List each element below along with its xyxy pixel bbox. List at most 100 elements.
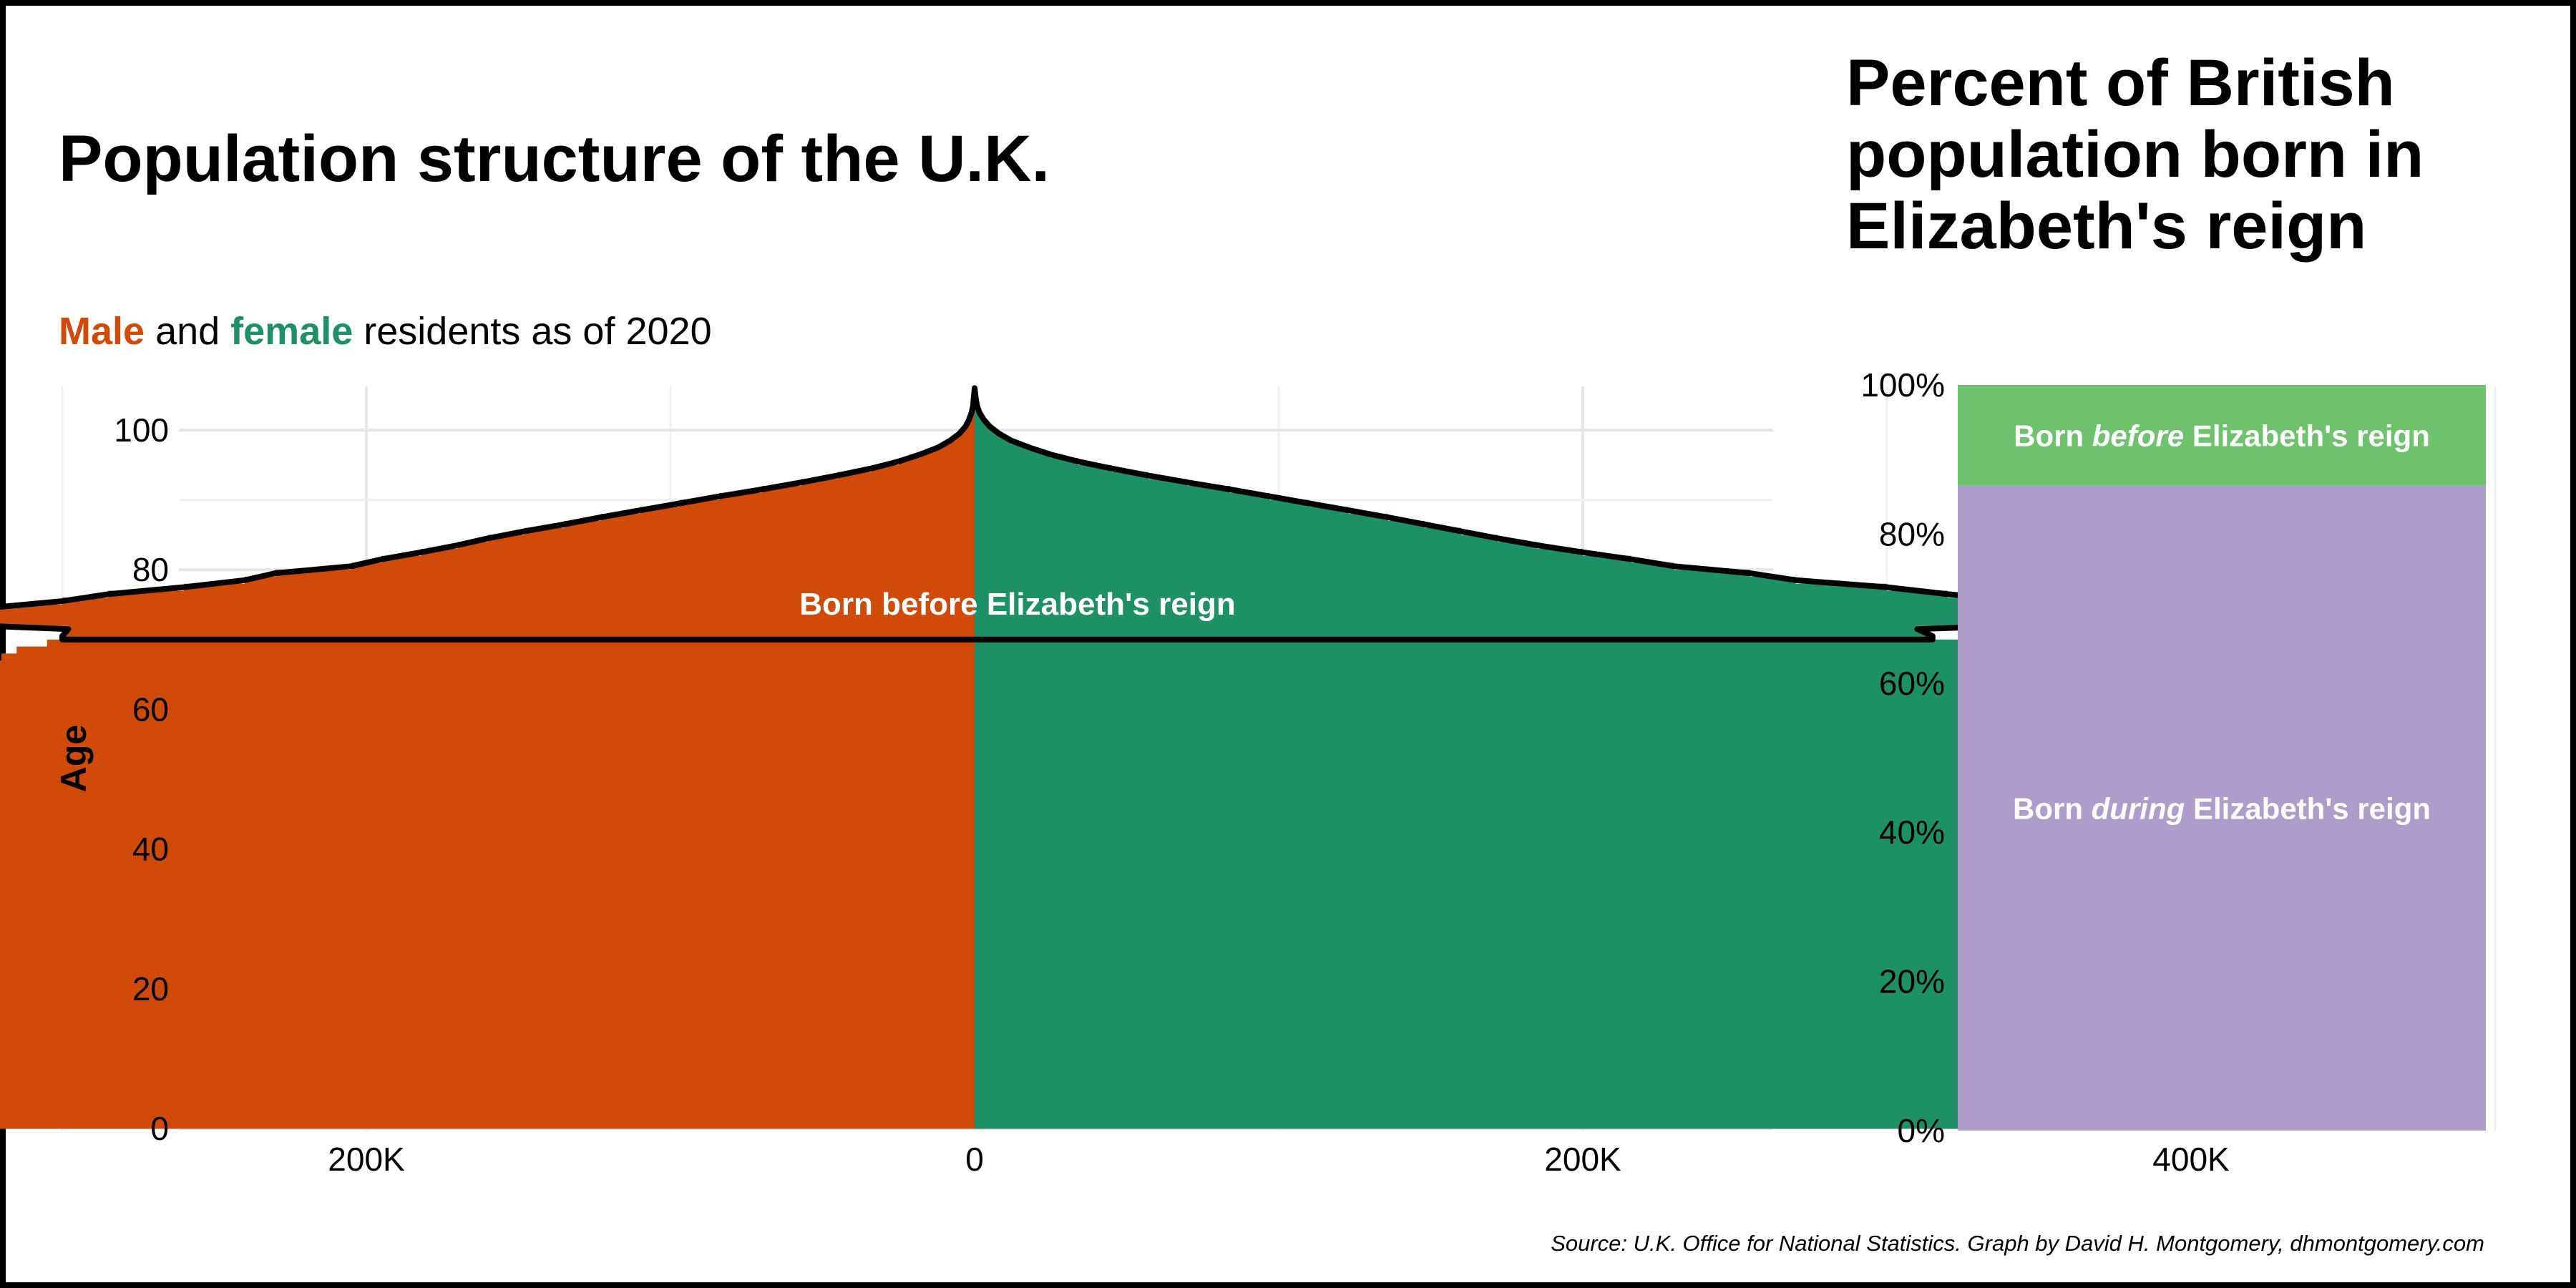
male-bars [0,388,975,1129]
female-bar [975,737,2380,745]
male-bar [0,772,975,780]
male-bar [0,912,975,919]
female-bar [975,1079,2191,1088]
male-bar [16,646,975,654]
born-before-annotation: Born before Elizabeth's reign [799,587,1235,622]
male-bar [0,751,975,759]
right-title-line-1: Percent of British [1846,47,2395,119]
male-bar [0,730,975,738]
x-tick-label: 0 [965,1141,984,1178]
female-bar [975,877,2304,884]
male-bar [0,1114,975,1122]
female-bar [975,618,2115,626]
female-bar [975,912,2319,919]
male-bar [0,1044,975,1053]
female-bar [975,1044,2207,1053]
female-bar [975,688,2076,696]
female-bar [975,597,2024,605]
female-bar [975,779,2416,787]
male-bar [0,1051,975,1059]
female-bar [975,625,1918,633]
male-bar [0,919,975,927]
female-bar [975,821,2246,829]
female-bar [975,960,2228,969]
female-bar [975,891,2319,899]
source-note: Source: U.K. Office for National Statist… [1551,1231,2484,1256]
male-bar [0,877,975,884]
male-bar [0,869,975,878]
chart-subtitle: Male and female residents as of 2020 [59,309,712,353]
male-bar [1,653,975,661]
male-bar [184,583,975,592]
male-bar [351,562,975,570]
male-bar [0,835,975,843]
female-bar [975,1030,2161,1038]
female-bar [975,828,2222,836]
female-bar [975,954,2252,962]
male-bar [0,807,975,815]
female-bar [975,1023,2179,1031]
female-bar [975,464,1112,473]
male-bar [898,458,975,466]
male-bar [0,967,975,975]
y-tick-label: 40 [132,831,169,868]
male-bar [0,856,975,864]
female-bar [975,653,2009,661]
female-bar [975,527,1461,535]
male-bar [0,1121,975,1129]
female-bar [975,904,2313,913]
male-bar [801,479,975,487]
female-bar [975,919,2343,927]
female-bar [975,535,1498,542]
male-bar [0,744,975,752]
female-bar [975,967,2207,975]
female-bar [975,1058,2207,1066]
percent-tick-label: 20% [1879,963,1945,1000]
right-title-line-3: Elizabeth's reign [1846,190,2367,263]
percent-tick-label: 100% [1860,366,1945,404]
female-bar [975,548,1583,557]
male-bar [679,499,975,507]
female-bar [975,1016,2146,1025]
male-bar [871,464,975,473]
male-bar [0,793,975,801]
female-bar [975,562,1674,570]
male-bar [0,925,975,934]
female-bar [975,800,2358,808]
male-bar [275,570,975,577]
y-tick-label: 80 [132,551,169,588]
female-bar [975,932,2331,941]
female-bar [975,681,2045,689]
male-bar [0,709,975,717]
before-reign-label: Born before Elizabeth's reign [2014,419,2430,452]
male-bar [0,800,975,808]
female-bar [975,940,2307,947]
male-bar [564,520,975,529]
y-tick-label: 100 [114,411,169,449]
x-tick-label: 200K [328,1141,405,1178]
male-bar [0,765,975,773]
female-bar [975,1065,2228,1073]
male-bar [0,1065,975,1073]
subtitle-male-word: Male [59,310,145,353]
female-bar [975,423,990,431]
female-bar [975,793,2380,801]
male-bar [0,1100,975,1108]
male-bar [0,1023,975,1031]
percent-tick-label: 60% [1879,665,1945,702]
male-bar [62,597,975,605]
female-bar [975,1038,2176,1045]
male-bar [600,514,975,522]
male-bar [381,555,975,564]
male-bar [0,821,975,829]
female-bar [975,633,1933,640]
male-bar [0,674,975,682]
female-bar [975,730,2358,738]
female-bar [975,576,1796,585]
female-bar [975,507,1349,514]
male-bar [0,1010,975,1018]
male-bar [0,605,975,613]
female-bar [975,849,2258,857]
male-bar [0,932,975,941]
male-bar [0,995,975,1003]
